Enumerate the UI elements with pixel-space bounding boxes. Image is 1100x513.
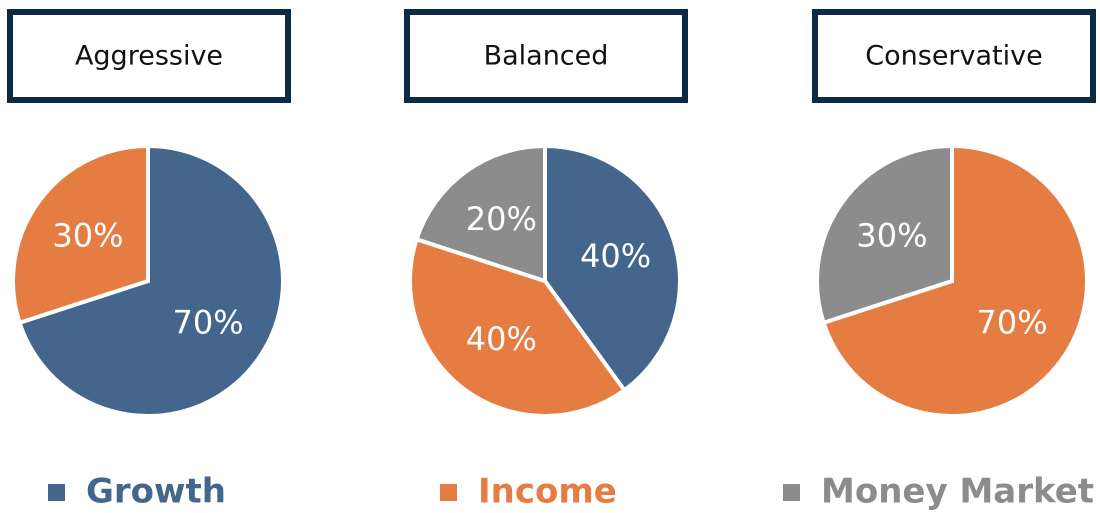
pie-slice — [543, 143, 682, 394]
pie-slice — [408, 236, 628, 418]
legend-swatch — [48, 484, 65, 501]
chart-title: Aggressive — [75, 41, 223, 72]
title-box — [404, 9, 688, 103]
pie-slice — [821, 143, 1089, 418]
title-box — [7, 9, 291, 103]
slice-label: 40% — [580, 237, 651, 275]
pie-slice — [17, 143, 285, 418]
pie-slice — [815, 143, 954, 326]
slice-label: 30% — [856, 216, 927, 254]
slice-label: 70% — [173, 304, 244, 342]
slice-label: 70% — [977, 304, 1048, 342]
legend-label: Income — [478, 472, 617, 512]
legend-swatch — [440, 484, 457, 501]
chart-title: Conservative — [865, 41, 1042, 72]
chart-title: Balanced — [484, 41, 609, 72]
legend-label: Growth — [86, 472, 226, 512]
legend-label: Money Market — [821, 472, 1094, 512]
pie-slice — [11, 143, 150, 326]
pie-slice — [414, 143, 547, 284]
slice-label: 20% — [466, 200, 537, 238]
legend-swatch — [783, 484, 800, 501]
slice-label: 30% — [52, 216, 123, 254]
title-box — [812, 9, 1096, 103]
slice-label: 40% — [466, 320, 537, 358]
